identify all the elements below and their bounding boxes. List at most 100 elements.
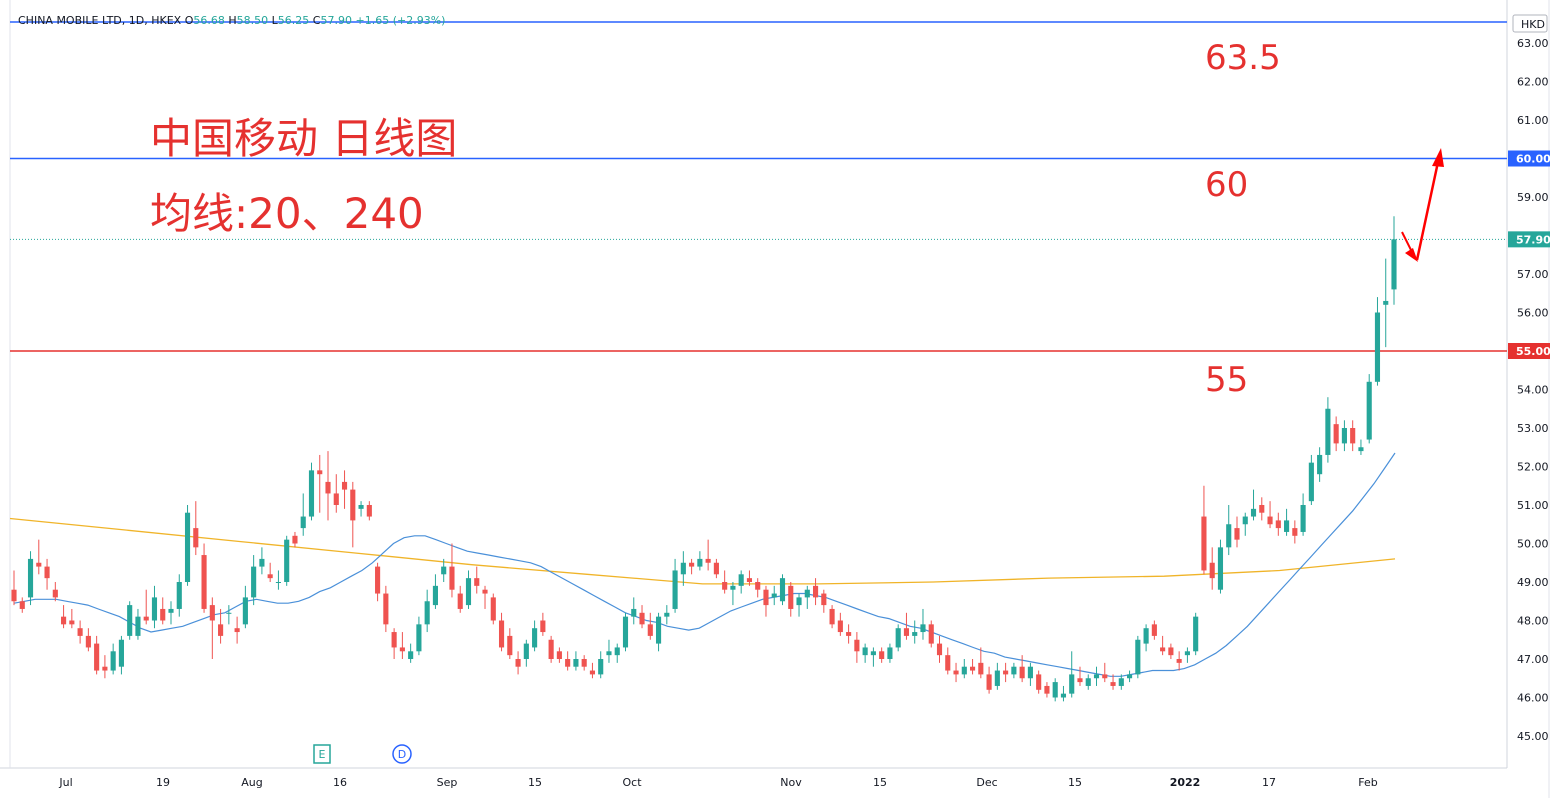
candle <box>52 582 58 602</box>
candle-body <box>1201 516 1207 571</box>
candle <box>341 470 348 509</box>
candle-body <box>581 659 587 667</box>
candle <box>44 558 50 590</box>
candle-body <box>1127 674 1133 679</box>
candle-body <box>680 562 686 575</box>
candle <box>1242 512 1248 536</box>
candle <box>350 481 356 548</box>
candle <box>664 605 670 625</box>
candle <box>1044 682 1050 698</box>
candle-body <box>366 505 372 517</box>
y-tick-label: 62.00 <box>1517 76 1549 89</box>
candle-body <box>218 624 224 636</box>
earnings-marker[interactable]: E <box>313 744 331 764</box>
candle-body <box>1110 682 1116 686</box>
candle-body <box>432 585 438 606</box>
candle-body <box>1275 520 1281 529</box>
candle <box>333 474 339 513</box>
candle <box>375 562 381 602</box>
candle-body <box>664 612 670 617</box>
candle <box>1275 512 1281 536</box>
candle-body <box>713 562 719 575</box>
candle <box>763 585 769 617</box>
y-tick-label: 57.00 <box>1517 268 1549 281</box>
candle <box>127 601 133 640</box>
candle-body <box>498 620 505 648</box>
candle-body <box>598 659 604 675</box>
candle-body <box>1226 524 1232 548</box>
candle-body <box>1011 666 1017 675</box>
candle-body <box>259 558 265 567</box>
dividend-marker[interactable]: D <box>392 744 412 764</box>
candle-body <box>821 593 827 606</box>
candle-body <box>118 639 124 667</box>
currency-box <box>1512 14 1548 33</box>
candle-body <box>201 555 207 609</box>
candle-body <box>1060 693 1067 698</box>
y-tick-label: 49.00 <box>1517 576 1549 589</box>
candle <box>457 585 463 613</box>
candle <box>507 628 513 659</box>
up-arrow-shaft <box>1415 161 1440 261</box>
candle-body <box>1341 428 1347 444</box>
candle <box>474 566 480 594</box>
candle <box>573 651 579 671</box>
candle <box>209 597 215 659</box>
y-tick-label: 46.00 <box>1517 692 1549 705</box>
candle-body <box>275 582 281 583</box>
candle <box>639 605 645 629</box>
candle-body <box>77 628 83 636</box>
candle-body <box>1069 674 1075 694</box>
candle <box>383 585 389 633</box>
candle-body <box>449 566 455 590</box>
candle <box>1201 485 1207 575</box>
candle-body <box>1333 424 1339 444</box>
x-tick-label: Jul <box>58 776 72 789</box>
candle-body <box>854 639 860 652</box>
candle <box>804 585 810 609</box>
y-tick-label: 54.00 <box>1517 384 1549 397</box>
candle <box>978 647 984 679</box>
candle <box>1284 508 1290 536</box>
candle-body <box>829 608 835 625</box>
candle-body <box>1168 647 1174 656</box>
candle <box>259 547 265 575</box>
candle <box>1060 685 1067 702</box>
candle-body <box>1234 528 1240 540</box>
candle-body <box>1374 312 1381 382</box>
candle-body <box>267 574 273 579</box>
x-tick-label: 17 <box>1262 776 1276 789</box>
candle-body <box>184 512 191 582</box>
candle <box>936 635 943 663</box>
candle-body <box>1284 520 1290 532</box>
candle-body <box>1085 678 1091 686</box>
candle <box>1250 489 1257 521</box>
candle-body <box>812 585 819 598</box>
candle <box>424 589 430 633</box>
candle <box>1226 505 1232 556</box>
candle-body <box>209 605 215 621</box>
candle <box>94 635 100 675</box>
candle <box>251 555 257 606</box>
y-tick-label: 50.00 <box>1517 538 1549 551</box>
candle-body <box>424 601 430 625</box>
candle-body <box>779 578 786 602</box>
candle-body <box>1160 647 1166 652</box>
candle-body <box>986 674 992 690</box>
candle <box>325 451 331 521</box>
candle-body <box>672 570 678 609</box>
candle-body <box>19 601 25 609</box>
candle-body <box>176 582 182 609</box>
candle-body <box>11 589 17 602</box>
candle <box>118 635 124 675</box>
candle-body <box>69 620 75 625</box>
candle <box>821 589 827 613</box>
candle-body <box>978 662 984 675</box>
candle <box>1308 454 1314 505</box>
candle-body <box>936 643 943 656</box>
candle <box>515 651 521 675</box>
candle <box>300 493 306 536</box>
candle-body <box>416 624 422 652</box>
candle <box>441 558 447 582</box>
